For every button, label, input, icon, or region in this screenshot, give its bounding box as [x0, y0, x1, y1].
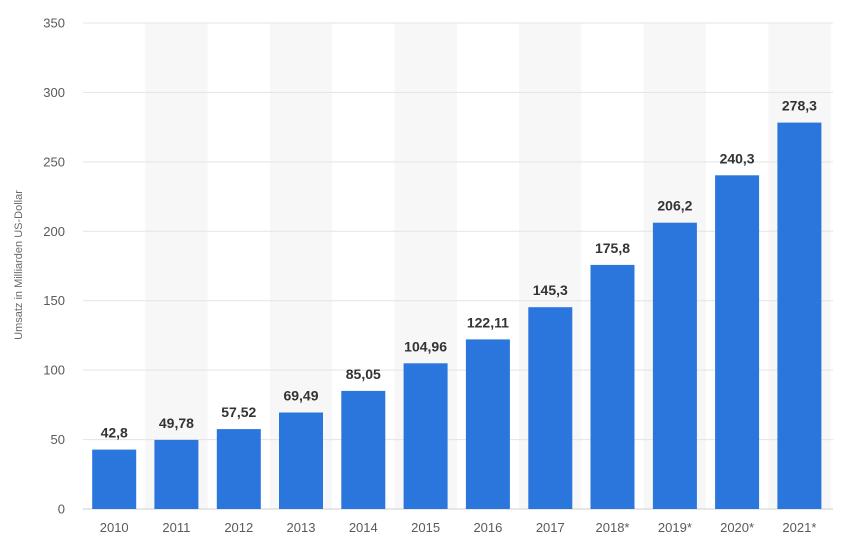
data-label: 69,49	[283, 388, 318, 404]
x-tick-label: 2020*	[720, 520, 754, 535]
bar	[652, 222, 697, 509]
x-tick-label: 2016	[473, 520, 502, 535]
bars	[92, 122, 822, 510]
bar	[341, 390, 386, 509]
bar	[216, 429, 261, 509]
data-label: 278,3	[782, 98, 817, 114]
y-tick-label: 0	[58, 502, 65, 517]
data-label: 145,3	[533, 282, 568, 298]
data-label: 240,3	[720, 150, 755, 166]
bar	[777, 122, 822, 509]
data-label: 49,78	[159, 415, 194, 431]
bar	[92, 449, 137, 509]
y-tick-label: 300	[43, 85, 65, 100]
bar	[279, 412, 323, 509]
y-axis-title: Umsatz in Milliarden US-Dollar	[13, 190, 25, 340]
x-tick-label: 2021*	[782, 520, 816, 535]
column-band	[145, 23, 208, 509]
bar	[154, 439, 199, 509]
x-tick-label: 2010	[100, 520, 129, 535]
x-tick-label: 2014	[349, 520, 378, 535]
bar	[715, 175, 760, 510]
x-tick-label: 2012	[224, 520, 253, 535]
y-tick-label: 250	[43, 154, 65, 169]
data-label: 104,96	[404, 338, 447, 354]
data-label: 42,8	[101, 425, 128, 441]
x-tick-label: 2017	[536, 520, 565, 535]
y-tick-label: 200	[43, 224, 65, 239]
bar	[590, 264, 635, 509]
data-label: 57,52	[221, 404, 256, 420]
data-label: 85,05	[346, 366, 381, 382]
y-tick-label: 350	[43, 16, 65, 31]
x-tick-label: 2019*	[658, 520, 692, 535]
data-label: 122,11	[467, 314, 509, 330]
bar	[465, 339, 510, 509]
y-tick-label: 150	[43, 293, 65, 308]
x-tick-label: 2015	[411, 520, 440, 535]
x-tick-label: 2011	[162, 520, 190, 535]
bar	[528, 307, 573, 509]
bar	[403, 363, 448, 509]
x-tick-label: 2013	[287, 520, 316, 535]
data-label: 175,8	[595, 240, 630, 256]
data-label: 206,2	[657, 198, 692, 214]
data-labels: 42,8 49,78 57,52 69,49 85,05 104,96 122,11 145,…	[101, 98, 818, 441]
x-tick-label: 2018*	[596, 520, 630, 535]
x-axis-ticks: 2010 2011 2012 2013 2014 2015 2016 2017 2018* 201…	[100, 520, 817, 535]
gridlines	[83, 22, 833, 510]
y-tick-label: 50	[51, 432, 65, 447]
y-axis-ticks: 0 50 100 150 200 250 300 350	[43, 16, 65, 517]
y-tick-label: 100	[43, 363, 65, 378]
